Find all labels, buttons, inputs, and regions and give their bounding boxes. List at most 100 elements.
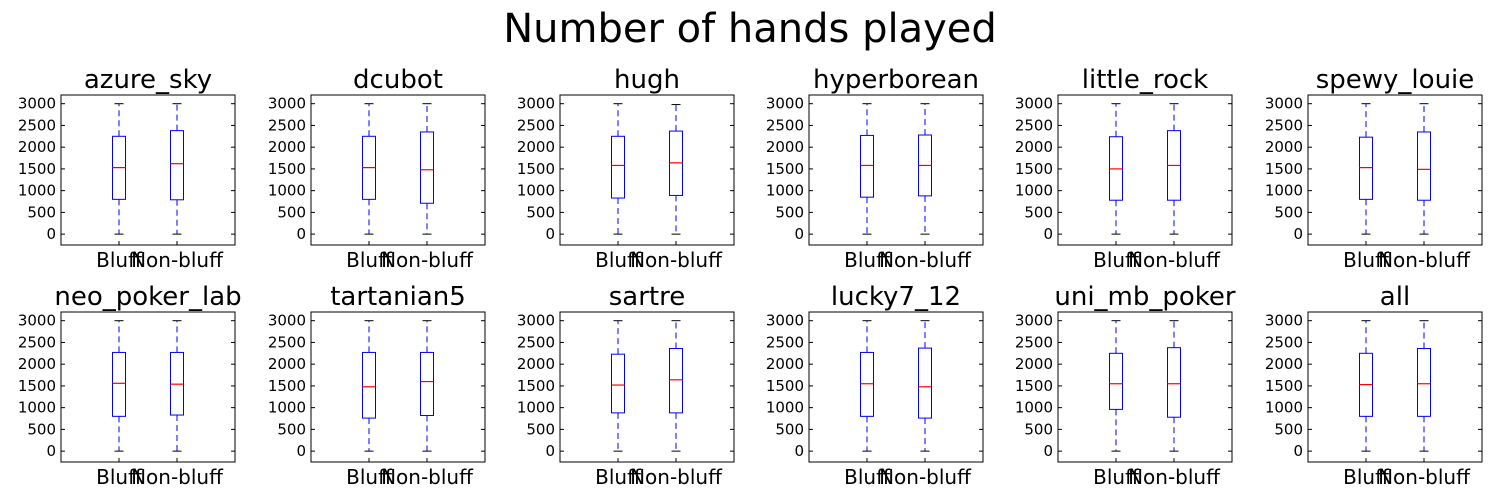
y-tick-label: 2000 (18, 138, 56, 156)
panel-title: hyperborean (813, 65, 979, 95)
y-tick-label: 3000 (517, 95, 555, 113)
x-tick-label: Bluff (595, 465, 642, 489)
y-tick-label: 3000 (268, 312, 306, 330)
y-tick-label: 2500 (1265, 333, 1303, 351)
panel-all: all 0 500 1000 1500 2000 2500 3000 BluffNon-bluf… (1265, 282, 1483, 489)
x-tick-label: Non-bluff (1378, 465, 1471, 489)
axes-frame (1307, 311, 1483, 463)
y-tick-label: 1000 (517, 399, 555, 417)
y-tick-label: 0 (1043, 442, 1053, 460)
panel-little_rock: little_rock 0 500 1000 1500 2000 2500 3000 Bluff… (1015, 65, 1233, 272)
box-bluff (860, 320, 874, 452)
x-tick-label: Bluff (96, 248, 143, 272)
box-non-bluff (1417, 103, 1431, 235)
box-bluff (1109, 320, 1123, 452)
panel-title: hugh (614, 65, 680, 95)
y-tick-label: 0 (1043, 225, 1053, 243)
panel-title: tartanian5 (330, 282, 466, 312)
y-tick-label: 500 (526, 203, 555, 221)
y-tick-label: 1500 (268, 160, 306, 178)
y-tick-label: 1500 (1265, 377, 1303, 395)
y-tick-label: 2000 (517, 138, 555, 156)
y-tick-label: 2500 (1015, 333, 1053, 351)
y-tick-label: 3000 (18, 312, 56, 330)
box-body (1359, 136, 1373, 200)
y-tick-label: 500 (27, 420, 56, 438)
box-non-bluff (1167, 320, 1181, 452)
axes-frame (60, 311, 236, 463)
box-bluff (1109, 103, 1123, 235)
x-tick-label: Non-bluff (131, 465, 224, 489)
y-tick-label: 3000 (766, 95, 804, 113)
y-tick-label: 3000 (1015, 95, 1053, 113)
x-tick-label: Bluff (346, 465, 393, 489)
box-non-bluff (420, 320, 434, 452)
y-tick-label: 1500 (268, 377, 306, 395)
x-tick-label: Bluff (1093, 248, 1140, 272)
box-body (1167, 347, 1181, 418)
panel-title: sartre (609, 282, 685, 312)
panel-title: uni_mb_poker (1054, 282, 1236, 312)
x-tick-label: Bluff (1343, 248, 1390, 272)
figure-title: Number of hands played (503, 6, 997, 52)
y-tick-label: 0 (1293, 225, 1303, 243)
box-body (918, 347, 932, 419)
y-tick-label: 0 (296, 442, 306, 460)
y-tick-label: 1500 (517, 160, 555, 178)
box-bluff (362, 320, 376, 452)
box-body (420, 131, 434, 204)
box-non-bluff (1417, 320, 1431, 452)
x-tick-label: Non-bluff (1128, 465, 1221, 489)
x-tick-label: Bluff (1343, 465, 1390, 489)
panel-title: dcubot (353, 65, 443, 95)
box-non-bluff (170, 320, 184, 452)
x-tick-label: Non-bluff (381, 248, 474, 272)
y-tick-label: 3000 (1265, 95, 1303, 113)
box-non-bluff (420, 103, 434, 235)
axes-frame (559, 94, 735, 246)
box-body (112, 351, 126, 417)
box-non-bluff (918, 103, 932, 235)
box-body (362, 351, 376, 419)
y-tick-label: 2500 (18, 116, 56, 134)
y-tick-label: 0 (794, 442, 804, 460)
y-tick-label: 0 (296, 225, 306, 243)
y-tick-label: 2000 (517, 355, 555, 373)
y-tick-label: 3000 (268, 95, 306, 113)
y-tick-label: 500 (526, 420, 555, 438)
y-tick-label: 2000 (1265, 138, 1303, 156)
y-tick-label: 1000 (766, 182, 804, 200)
x-tick-label: Non-bluff (630, 248, 723, 272)
y-tick-label: 500 (277, 420, 306, 438)
box-bluff (611, 103, 625, 235)
axes-frame (60, 94, 236, 246)
y-tick-label: 2500 (1015, 116, 1053, 134)
y-tick-label: 1500 (18, 377, 56, 395)
y-tick-label: 0 (46, 225, 56, 243)
box-non-bluff (669, 320, 683, 452)
box-bluff (1359, 320, 1373, 452)
box-body (1417, 348, 1431, 417)
y-tick-label: 1500 (766, 160, 804, 178)
box-bluff (112, 320, 126, 452)
box-non-bluff (170, 103, 184, 235)
y-tick-label: 0 (1293, 442, 1303, 460)
y-tick-label: 500 (1274, 420, 1303, 438)
panel-uni_mb_poker: uni_mb_poker 0 500 1000 1500 2000 2500 3000 Bluf… (1015, 282, 1236, 489)
panel-title: spewy_louie (1316, 65, 1475, 95)
y-tick-label: 3000 (1265, 312, 1303, 330)
y-tick-label: 2500 (268, 116, 306, 134)
panel-title: little_rock (1082, 65, 1208, 95)
y-tick-label: 3000 (18, 95, 56, 113)
box-body (1109, 352, 1123, 410)
y-tick-label: 1000 (517, 182, 555, 200)
axes-frame (808, 94, 984, 246)
panel-spewy_louie: spewy_louie 0 500 1000 1500 2000 2500 3000 Bluff… (1265, 65, 1483, 272)
box-bluff (362, 103, 376, 235)
panel-neo_poker_lab: neo_poker_lab 0 500 1000 1500 2000 2500 3000 Blu… (18, 282, 242, 489)
box-bluff (112, 103, 126, 235)
y-tick-label: 1000 (18, 399, 56, 417)
y-tick-label: 500 (27, 203, 56, 221)
axes-frame (310, 94, 486, 246)
y-tick-label: 500 (1274, 203, 1303, 221)
